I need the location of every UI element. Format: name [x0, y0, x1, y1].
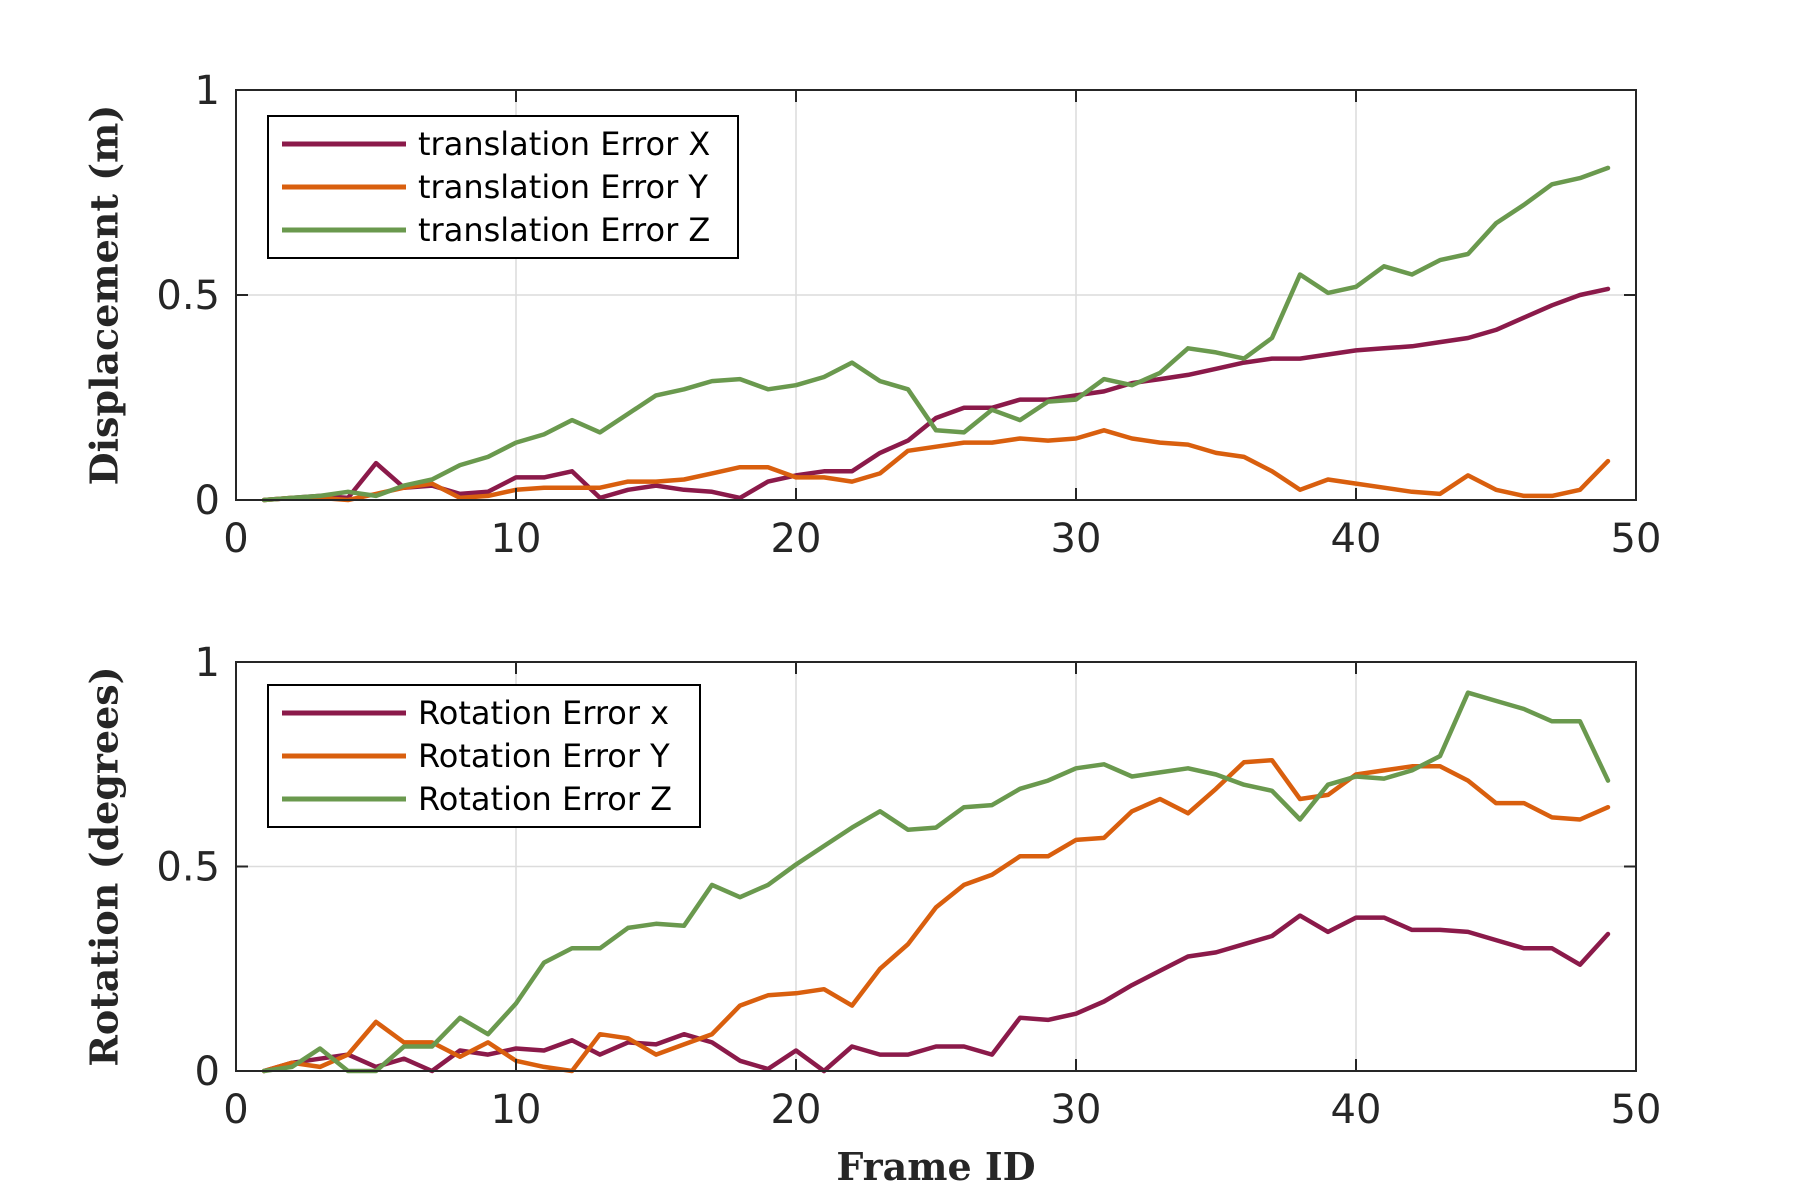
- y-axis-label: Rotation (degrees): [82, 666, 127, 1066]
- x-tick-label: 40: [1331, 1087, 1382, 1133]
- series-line-1: [261, 913, 1611, 1074]
- legend-entry-rotation-y: Rotation Error Y: [282, 737, 670, 775]
- series-lines: [261, 690, 1611, 1074]
- y-tick-label: 0.5: [156, 273, 220, 319]
- x-tick-label: 10: [491, 516, 542, 562]
- x-tick-labels: 0 10 20 30 40 50: [223, 516, 1661, 562]
- x-tick-label: 30: [1051, 516, 1102, 562]
- tick-marks: [235, 89, 1637, 501]
- translation-error-panel: 0 10 20 30 40 50 0 0.5 1 Displacement (m…: [82, 68, 1662, 562]
- y-tick-label: 0.5: [156, 845, 220, 891]
- legend-entry-rotation-x: Rotation Error x: [282, 694, 669, 732]
- series-line-2: [261, 428, 1611, 503]
- series-lines: [261, 165, 1611, 503]
- series-line-2: [261, 757, 1611, 1074]
- x-tick-label: 0: [223, 516, 248, 562]
- x-tick-label: 10: [491, 1087, 542, 1133]
- legend-label: Rotation Error x: [418, 694, 669, 732]
- series-line-1: [261, 286, 1611, 503]
- legend-entry-translation-y: translation Error Y: [282, 168, 708, 206]
- x-tick-label: 0: [223, 1087, 248, 1133]
- rotation-error-panel: 0 10 20 30 40 50 0 0.5 1 Rotation (degre…: [82, 640, 1662, 1189]
- legend-label: translation Error Y: [418, 168, 708, 206]
- y-tick-label: 0: [195, 478, 220, 524]
- legend-label: translation Error X: [418, 125, 710, 163]
- x-tick-label: 40: [1331, 516, 1382, 562]
- x-tick-label: 20: [771, 1087, 822, 1133]
- legend-label: Rotation Error Z: [418, 780, 672, 818]
- y-tick-labels: 0 0.5 1: [156, 640, 220, 1095]
- y-tick-labels: 0 0.5 1: [156, 68, 220, 524]
- legend-label: Rotation Error Y: [418, 737, 670, 775]
- y-tick-label: 1: [195, 640, 220, 686]
- legend-label: translation Error Z: [418, 211, 710, 249]
- legend-entry-rotation-z: Rotation Error Z: [282, 780, 672, 818]
- tick-marks: [235, 661, 1637, 1072]
- x-tick-labels: 0 10 20 30 40 50: [223, 1087, 1661, 1133]
- x-tick-label: 50: [1611, 1087, 1662, 1133]
- legend-entry-translation-x: translation Error X: [282, 125, 710, 163]
- legend: translation Error X translation Error Y …: [267, 115, 739, 259]
- x-tick-label: 50: [1611, 516, 1662, 562]
- series-line-3: [261, 165, 1611, 503]
- x-axis-label: Frame ID: [836, 1144, 1035, 1189]
- y-axis-label: Displacement (m): [82, 105, 127, 486]
- legend: Rotation Error x Rotation Error Y Rotati…: [267, 684, 701, 828]
- series-line-3: [261, 690, 1611, 1074]
- y-tick-label: 1: [195, 68, 220, 114]
- x-tick-label: 30: [1051, 1087, 1102, 1133]
- x-tick-label: 20: [771, 516, 822, 562]
- y-tick-label: 0: [195, 1049, 220, 1095]
- legend-entry-translation-z: translation Error Z: [282, 211, 710, 249]
